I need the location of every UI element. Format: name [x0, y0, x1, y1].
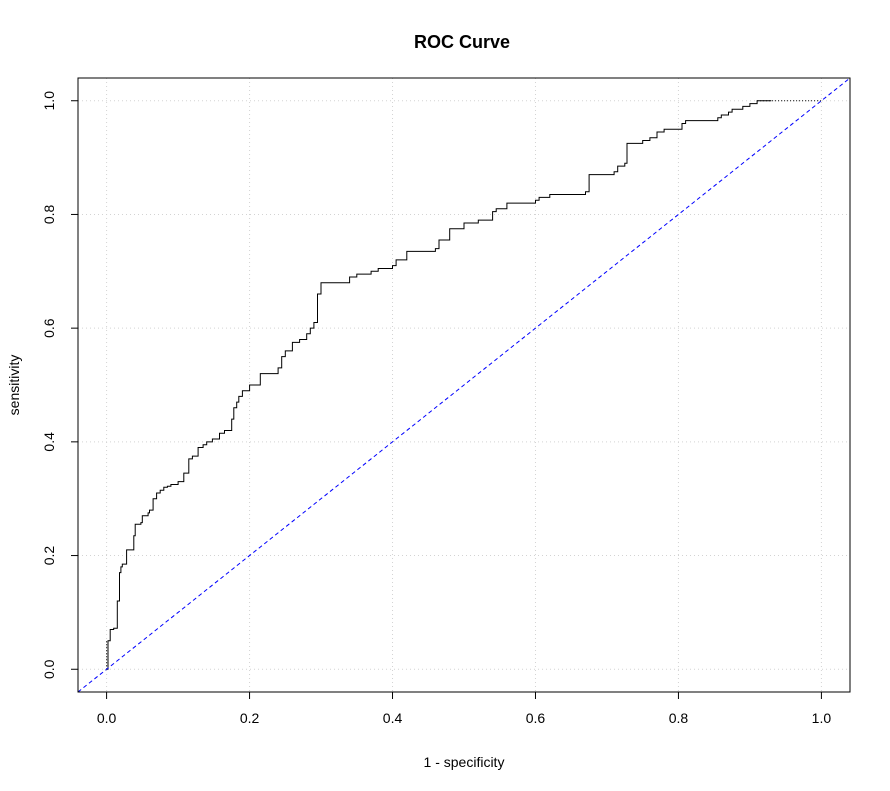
x-tick-label: 0.6: [526, 710, 546, 726]
x-tick-label: 0.2: [240, 710, 260, 726]
x-axis-label: 1 - specificity: [424, 754, 505, 770]
x-tick-label: 0.8: [669, 710, 689, 726]
y-tick-label: 1.0: [41, 91, 57, 111]
chart-title: ROC Curve: [414, 32, 510, 52]
x-tick-label: 0.0: [97, 710, 117, 726]
x-tick-label: 1.0: [812, 710, 832, 726]
y-tick-label: 0.8: [41, 205, 57, 225]
y-axis-label: sensitivity: [6, 355, 22, 416]
x-tick-label: 0.4: [383, 710, 403, 726]
y-tick-label: 0.6: [41, 318, 57, 338]
reference-diagonal-line: [77, 77, 851, 693]
roc-curve-line: [106, 100, 772, 670]
y-tick-label: 0.0: [41, 659, 57, 679]
y-axis: 0.0 0.2 0.4 0.6 0.8 1.0: [41, 91, 78, 679]
y-tick-label: 0.4: [41, 432, 57, 452]
y-tick-label: 0.2: [41, 546, 57, 566]
series-layer: [77, 77, 851, 693]
plot-frame: [77, 77, 851, 693]
x-axis: 0.0 0.2 0.4 0.6 0.8 1.0: [97, 692, 831, 726]
